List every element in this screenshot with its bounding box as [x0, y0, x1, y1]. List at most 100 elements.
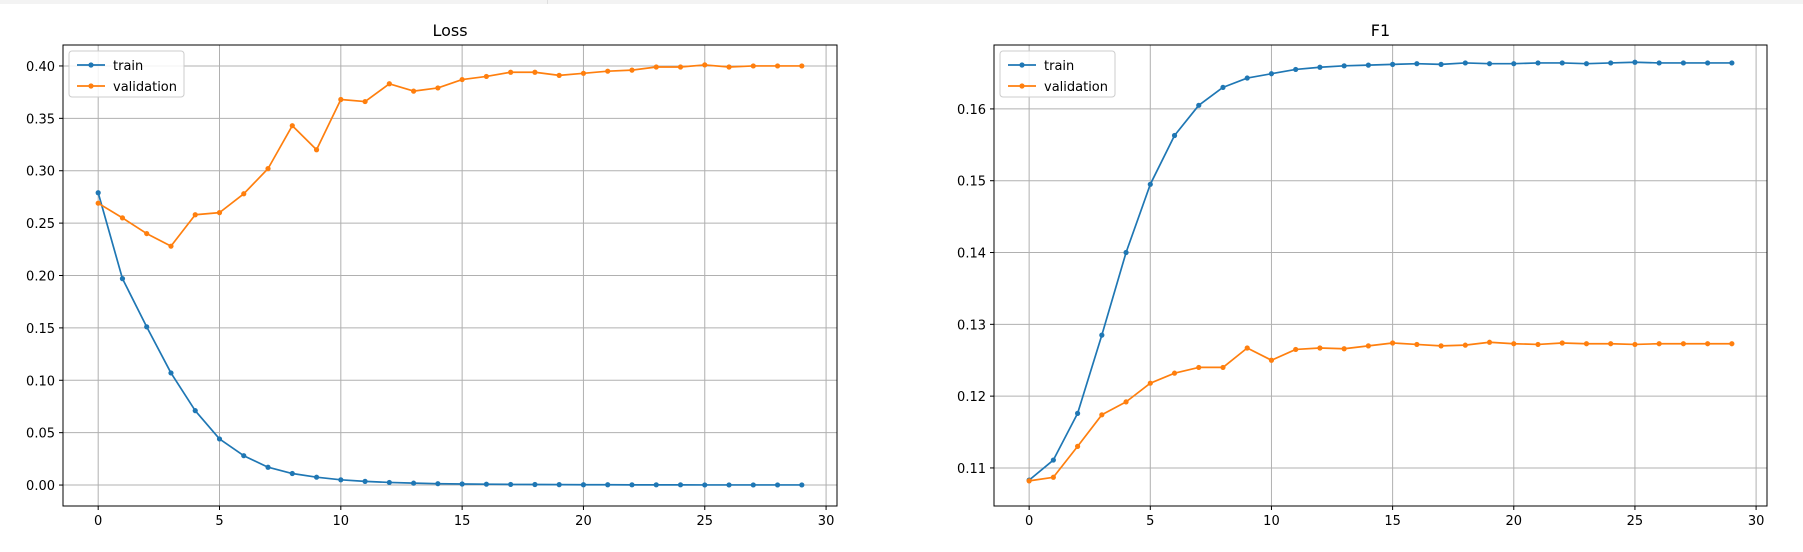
data-point-validation	[605, 68, 611, 74]
plot-frame	[993, 44, 1768, 507]
data-point-validation	[1075, 443, 1081, 450]
data-point-validation	[144, 230, 150, 237]
data-point-train	[750, 482, 756, 488]
legend-label-validation: validation	[113, 80, 177, 95]
data-point-validation	[459, 76, 465, 83]
data-point-train	[265, 464, 271, 470]
y-tick-label: 0.00	[26, 479, 55, 494]
data-point-validation	[799, 63, 805, 69]
legend-swatch-marker	[1019, 62, 1025, 68]
data-point-validation	[702, 62, 708, 68]
legend-swatch-marker	[1019, 83, 1025, 89]
x-tick-label: 20	[1506, 514, 1523, 529]
data-point-validation	[241, 191, 247, 197]
data-point-train	[580, 482, 587, 488]
y-tick-label: 0.35	[26, 112, 55, 127]
data-point-validation	[1365, 343, 1371, 349]
x-tick-label: 30	[818, 514, 835, 529]
data-point-train	[702, 482, 708, 488]
series-line-validation	[1029, 341, 1732, 482]
legend-swatch-marker	[88, 62, 94, 68]
data-point-validation	[532, 69, 538, 75]
y-tick-label: 0.14	[957, 247, 986, 262]
x-tick-label: 5	[215, 514, 223, 529]
data-point-validation	[653, 64, 659, 70]
data-point-validation	[1462, 342, 1468, 348]
data-point-train	[1075, 410, 1081, 416]
data-point-validation	[1559, 340, 1565, 346]
data-point-train	[1608, 60, 1614, 66]
data-point-train	[726, 482, 732, 488]
data-point-train	[1583, 61, 1590, 67]
legend-label-train: train	[1044, 59, 1074, 74]
data-point-train	[1147, 181, 1153, 187]
data-point-validation	[629, 67, 635, 73]
data-point-validation	[1244, 345, 1250, 351]
data-point-train	[653, 482, 659, 488]
series-line-train	[1028, 61, 1732, 481]
data-point-train	[1680, 60, 1686, 66]
data-point-train	[1365, 62, 1371, 68]
data-point-validation	[1099, 412, 1105, 418]
data-point-validation	[1268, 357, 1275, 363]
legend-label-train: train	[113, 59, 143, 74]
x-tick-label: 0	[1025, 514, 1033, 529]
x-tick-label: 30	[1748, 514, 1765, 529]
data-point-train	[1123, 249, 1129, 256]
data-point-validation	[1293, 346, 1299, 353]
legend-swatch-marker	[88, 83, 94, 89]
y-tick-label: 0.16	[957, 103, 986, 118]
data-point-validation	[338, 96, 344, 103]
data-point-train	[1341, 63, 1347, 69]
data-point-train	[435, 481, 441, 487]
data-point-validation	[677, 64, 684, 70]
chart-title: Loss	[432, 21, 467, 40]
series-line-train	[97, 192, 802, 486]
data-point-train	[1729, 60, 1735, 66]
x-tick-label: 5	[1146, 514, 1154, 529]
x-tick-label: 10	[333, 514, 350, 529]
data-point-train	[1099, 332, 1105, 338]
data-point-validation	[1196, 364, 1202, 371]
data-point-train	[313, 474, 320, 480]
data-point-train	[799, 482, 805, 488]
data-point-train	[1656, 60, 1662, 66]
x-tick-label: 10	[1263, 514, 1280, 529]
data-point-train	[774, 482, 781, 488]
y-tick-label: 0.12	[957, 390, 986, 405]
y-tick-label: 0.25	[26, 217, 55, 232]
data-point-validation	[95, 200, 101, 206]
data-point-validation	[1147, 380, 1153, 386]
data-point-validation	[508, 69, 514, 75]
data-point-train	[1244, 75, 1250, 81]
f1-chart: F1 0 5 10 15 20 25 30 0.11 0.12 0.13 0.14 0.15 0.16 t…	[957, 21, 1768, 529]
data-point-train	[1511, 61, 1517, 67]
data-point-train	[1390, 61, 1396, 67]
data-point-train	[532, 481, 538, 488]
data-point-validation	[362, 98, 368, 105]
data-point-validation	[1729, 341, 1735, 347]
data-point-train	[1268, 71, 1275, 77]
data-point-train	[1414, 61, 1420, 67]
data-point-train	[241, 453, 247, 459]
data-point-validation	[435, 85, 441, 91]
data-point-validation	[1438, 343, 1444, 349]
data-point-validation	[1390, 340, 1396, 346]
data-point-train	[216, 436, 223, 442]
data-point-train	[556, 482, 562, 488]
data-point-train	[168, 370, 174, 376]
top-strip	[0, 0, 1803, 4]
x-tick-label: 15	[454, 514, 471, 529]
data-point-validation	[289, 123, 295, 129]
top-strip-divider	[547, 0, 548, 4]
y-tick-label: 0.10	[26, 374, 55, 389]
data-point-train	[411, 480, 417, 486]
data-point-train	[459, 481, 465, 487]
data-point-train	[362, 478, 368, 484]
data-point-train	[483, 481, 489, 487]
data-point-validation	[1511, 341, 1517, 347]
data-point-validation	[192, 212, 198, 218]
data-point-train	[1438, 61, 1444, 67]
data-point-validation	[168, 243, 174, 249]
x-tick-label: 25	[696, 514, 713, 529]
